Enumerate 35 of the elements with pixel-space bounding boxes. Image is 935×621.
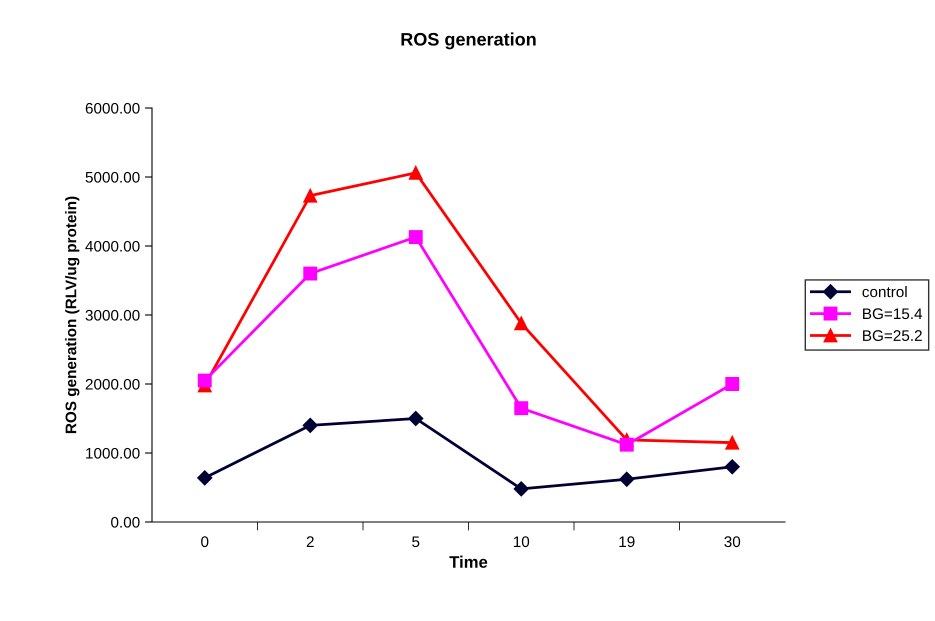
point	[514, 401, 528, 416]
x-tick-label: 30	[724, 536, 740, 548]
point	[620, 438, 634, 452]
point	[514, 316, 528, 330]
point	[303, 266, 318, 281]
point	[198, 374, 212, 388]
legend-label: BG=15.4	[863, 308, 922, 320]
x-tick-label: 0	[201, 536, 208, 548]
point	[514, 481, 529, 496]
point	[725, 377, 740, 391]
y-tick-label: 3000.00	[86, 310, 140, 321]
point	[303, 188, 318, 203]
x-tick-label: 10	[514, 536, 530, 548]
y-tick-label: 6000.00	[86, 102, 140, 114]
y-tick-label: 4000.00	[85, 240, 140, 252]
y-tick-label: 0.00	[111, 516, 140, 528]
point	[408, 230, 423, 244]
legend-label: BG=25.2	[863, 330, 922, 341]
x-tick-label: 5	[412, 536, 420, 548]
chart-title: ROS generation	[401, 32, 536, 50]
point	[408, 166, 423, 180]
point	[724, 459, 740, 474]
y-tick-label: 1000.00	[86, 448, 140, 459]
point	[725, 436, 740, 450]
y-tick-label: 5000.00	[86, 172, 140, 183]
point	[408, 410, 424, 426]
point	[619, 472, 634, 487]
y-tick-label: 2000.00	[86, 378, 140, 390]
x-axis-title: Time	[449, 556, 488, 568]
point	[302, 418, 318, 433]
y-axis-title: ROS generation (RLV/ug protein)	[65, 196, 80, 434]
x-tick-label: 19	[619, 536, 635, 548]
point	[197, 470, 212, 486]
x-tick-label: 2	[306, 536, 314, 547]
legend-label: control	[862, 286, 907, 298]
